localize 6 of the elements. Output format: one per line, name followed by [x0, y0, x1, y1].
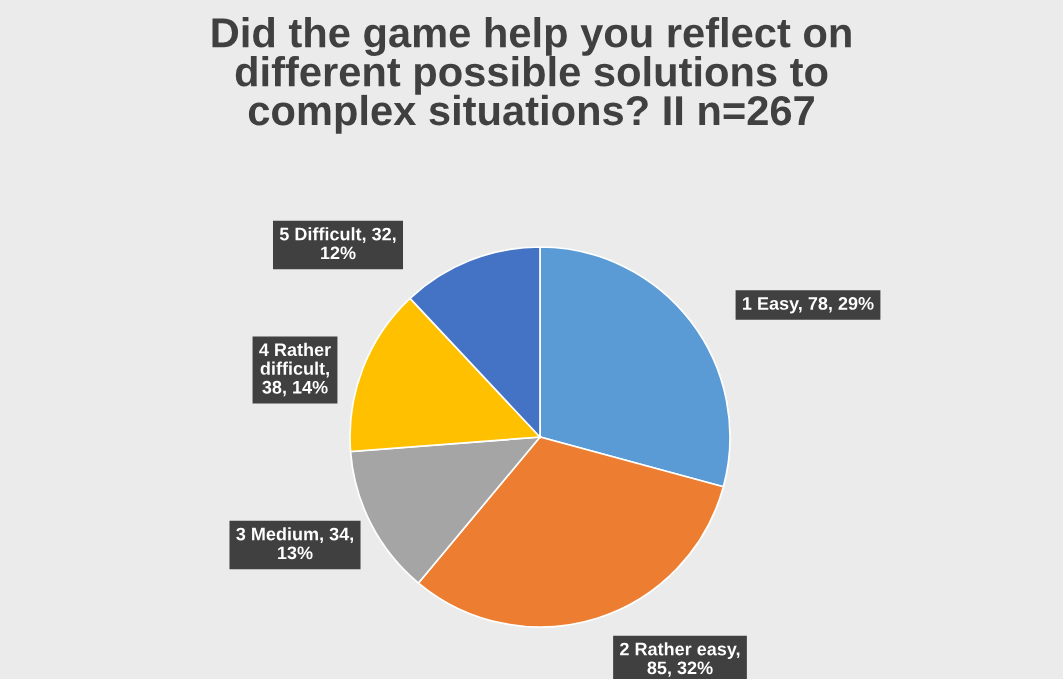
- chart-title: Did the game help you reflect on different possible solutions to complex situations? II n=267: [212, 16, 851, 134]
- slice-label: 2 Rather easy, 85, 32%: [620, 642, 740, 677]
- slice-label: 5 Difficult, 32, 12%: [279, 227, 396, 260]
- slice-label: 1 Easy, 78, 29%: [743, 297, 874, 314]
- slice-label: 3 Medium, 34, 13%: [236, 527, 353, 560]
- slice-label: 4 Rather difficult, 38, 14%: [259, 342, 331, 397]
